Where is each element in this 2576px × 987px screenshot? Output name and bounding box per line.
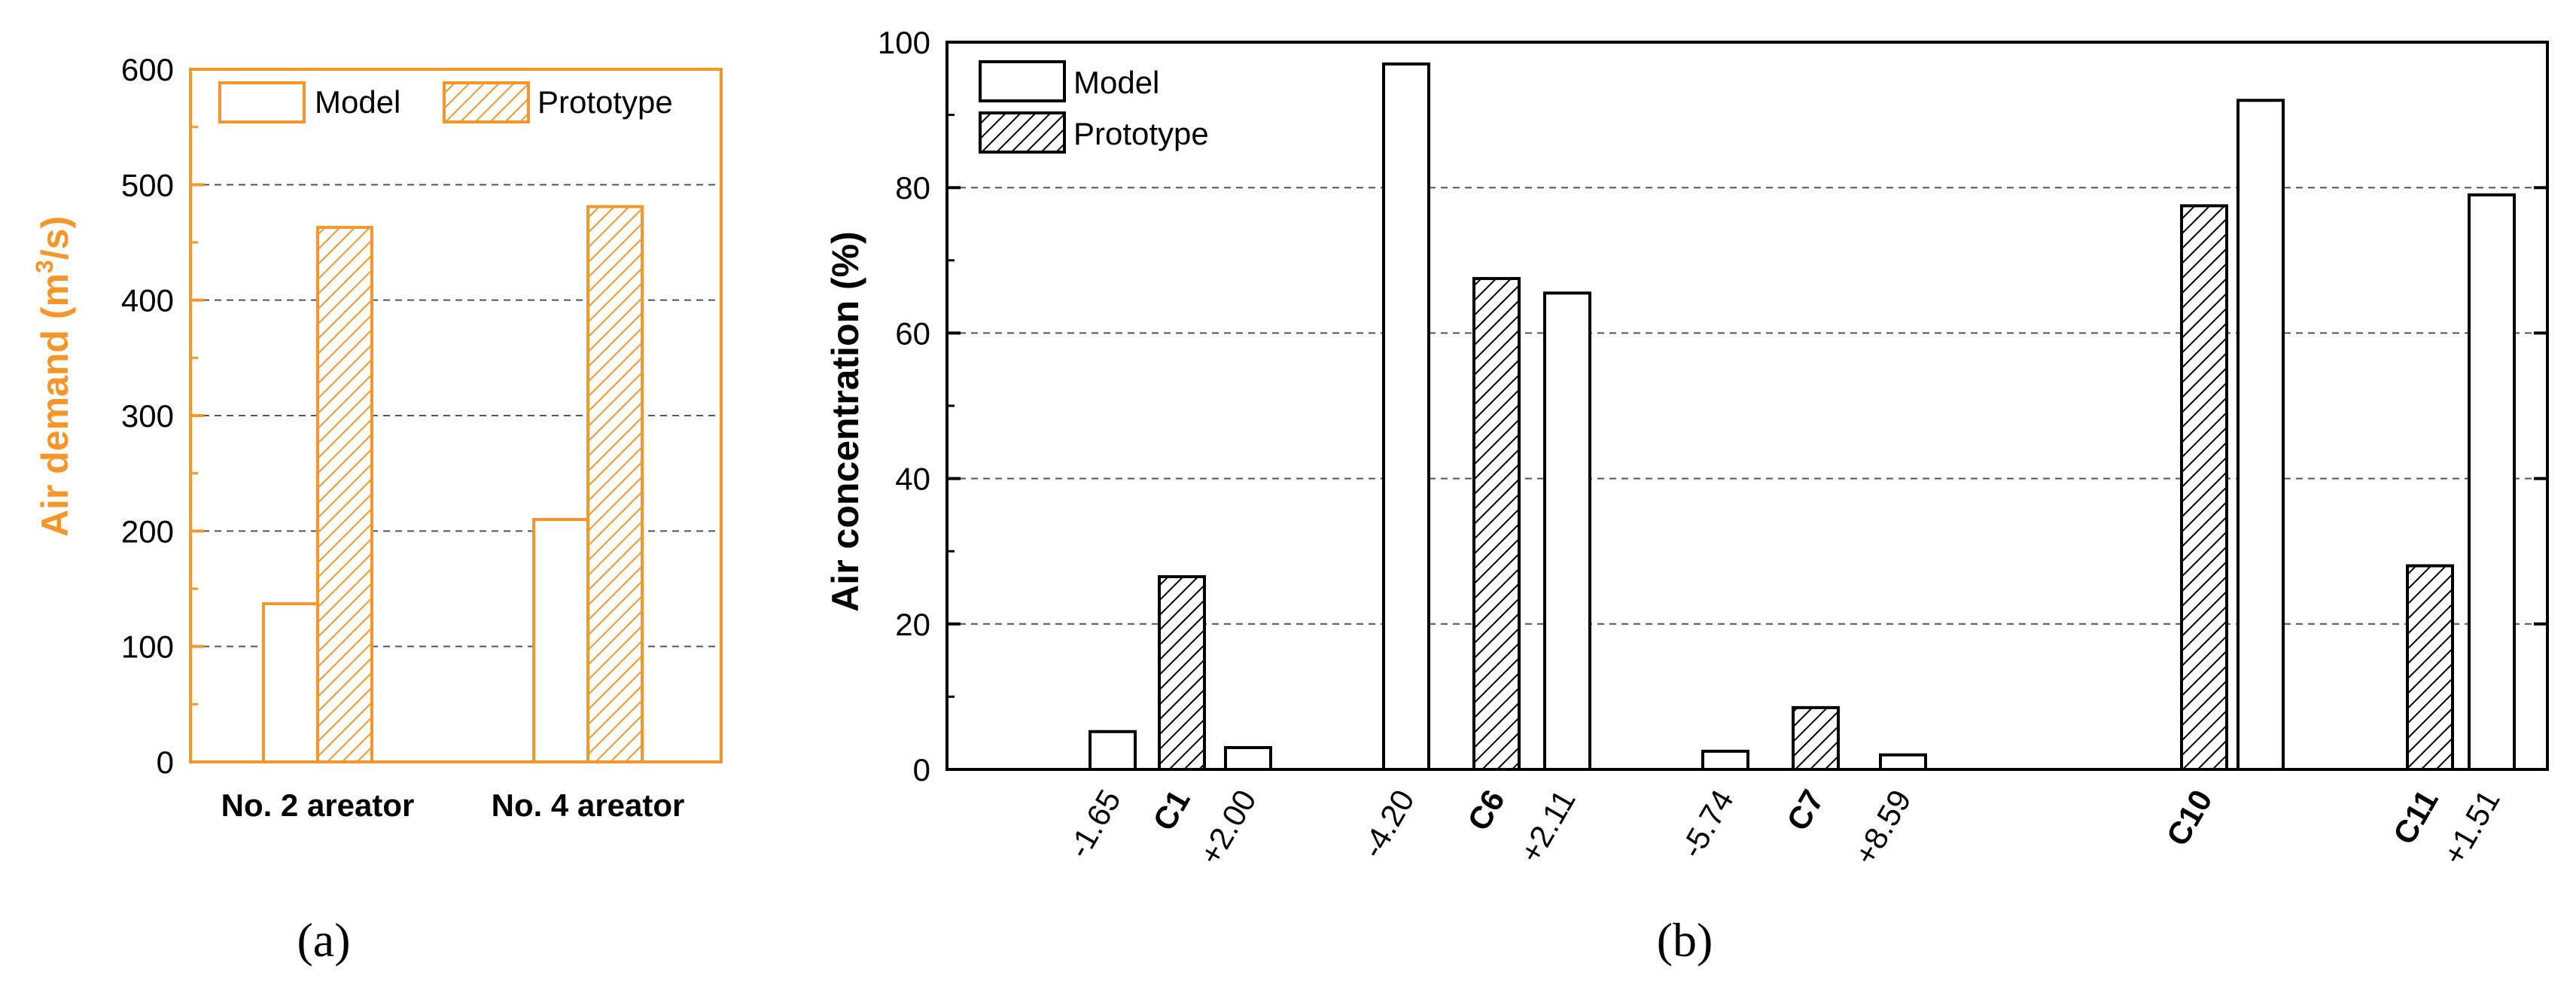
panel-b-bar-model-2-11	[1543, 291, 1591, 771]
panel-b-x-label: +8.59	[1847, 784, 1918, 871]
panel-b-x-label: C7	[1780, 784, 1831, 836]
panel-a-y-axis-label-tail: /s)	[34, 216, 76, 260]
panel-a-y-axis-label-sup: 3	[31, 260, 58, 273]
panel-b-bar-model-1-51	[2468, 193, 2516, 771]
panel-a-legend-prototype-label: Prototype	[537, 84, 673, 120]
panel-b-x-label: +2.00	[1192, 784, 1263, 871]
panel-a-y-tick-label: 0	[157, 745, 174, 780]
panel-b-y-tick-label: 80	[895, 170, 930, 206]
panel-b-bar-model-1-65	[1089, 730, 1137, 772]
panel-b-bar-prototype-c7	[1792, 705, 1840, 772]
panel-a-x-label: No. 4 areator	[492, 787, 685, 823]
panel-a-x-label: No. 2 areator	[221, 787, 415, 823]
panel-b-x-label: +2.11	[1513, 784, 1582, 869]
panel-b-x-label: -5.74	[1673, 784, 1740, 864]
panel-b-legend-prototype-label: Prototype	[1073, 116, 1209, 151]
panel-b-x-label: -1.65	[1061, 784, 1128, 864]
panel-b-bar-prototype-c11	[2406, 564, 2454, 772]
panel-b-x-label: +1.51	[2436, 784, 2507, 871]
panel-b-bar-model-5-74	[1701, 749, 1749, 771]
panel-a-y-ticks: 0 100 200 300 400 500 600	[121, 52, 204, 780]
panel-a-bar-model-no-2-areator	[262, 602, 319, 764]
panel-b-x-label: C10	[2160, 784, 2219, 851]
panel-b-bar-model-2-00	[1224, 746, 1272, 772]
panel-a-bar-prototype-no-4-areator	[586, 205, 644, 763]
panel-b-x-labels: -1.65 C1+2.00 -4.20 C6 +2.11 -5.74 C7 +8.59 C10 C…	[1061, 784, 2507, 871]
panel-a-label: (a)	[297, 913, 350, 967]
panel-a-y-tick-label: 200	[121, 513, 174, 549]
panel-a-y-tick-label: 500	[121, 167, 174, 203]
panel-a-bars	[262, 205, 644, 764]
panel-a-chart: 0 100 200 300 400 500 600 No. 2 areator No. 4 a…	[31, 52, 723, 967]
panel-b-bar-prototype-c10	[2180, 204, 2228, 772]
panel-a-y-tick-label: 100	[121, 629, 174, 665]
panel-a-y-tick-label: 600	[121, 52, 174, 87]
panel-b-bar-model-4-20	[1382, 62, 1430, 772]
panel-b-chart: 0 20 40 60 80 100 -1.65 C1+2.00 -4.20 C6 +2.11 -5.…	[824, 25, 2549, 967]
panel-a-y-tick-label: 400	[121, 283, 174, 318]
panel-a-y-axis-label: Air demand (m3/s)	[31, 216, 76, 537]
panel-b-x-label: C11	[2386, 784, 2445, 850]
panel-b-gridlines	[947, 187, 2547, 625]
panel-b-bar-prototype-c1	[1158, 575, 1206, 772]
panel-b-x-label: C6	[1460, 784, 1512, 836]
panel-b-bar-model-c10	[2236, 99, 2285, 771]
panel-a-bar-model-no-4-areator	[532, 518, 589, 763]
panel-b-legend-model-swatch	[979, 60, 1066, 102]
panel-b-y-axis-label: Air concentration (%)	[824, 231, 866, 612]
panel-a-legend-prototype-swatch	[443, 81, 530, 123]
panel-b-x-label: -4.20	[1354, 784, 1421, 864]
panel-b-y-tick-label: 100	[878, 25, 930, 60]
panel-a-x-labels: No. 2 areator No. 4 areator	[221, 787, 685, 823]
panel-a-bar-prototype-no-2-areator	[316, 226, 373, 764]
panel-b-y-tick-label: 40	[895, 462, 930, 497]
panel-b-y-tick-label: 0	[913, 752, 930, 787]
panel-b-y-ticks: 0 20 40 60 80 100	[878, 25, 2547, 787]
panel-b-legend-model-label: Model	[1073, 65, 1159, 100]
panel-a-legend: Model Prototype	[218, 81, 673, 123]
panel-b-bar-model-8-59	[1879, 753, 1927, 771]
panel-a-y-tick-label: 300	[121, 398, 174, 434]
panel-a-y-axis-label-main: Air demand (m	[34, 273, 76, 537]
panel-b-y-tick-label: 20	[895, 607, 930, 642]
panel-b-x-label: C1	[1146, 784, 1197, 836]
panel-b-bar-prototype-c6	[1472, 276, 1521, 771]
panel-b-bars	[1089, 62, 2516, 772]
panel-b-legend-prototype-swatch	[979, 111, 1066, 154]
panel-b-label: (b)	[1657, 913, 1713, 967]
panel-b-legend: Model Prototype	[979, 60, 1209, 154]
panel-b-y-tick-label: 60	[895, 315, 930, 351]
panel-a-legend-model-swatch	[218, 81, 306, 123]
panel-a-legend-model-label: Model	[315, 84, 400, 120]
